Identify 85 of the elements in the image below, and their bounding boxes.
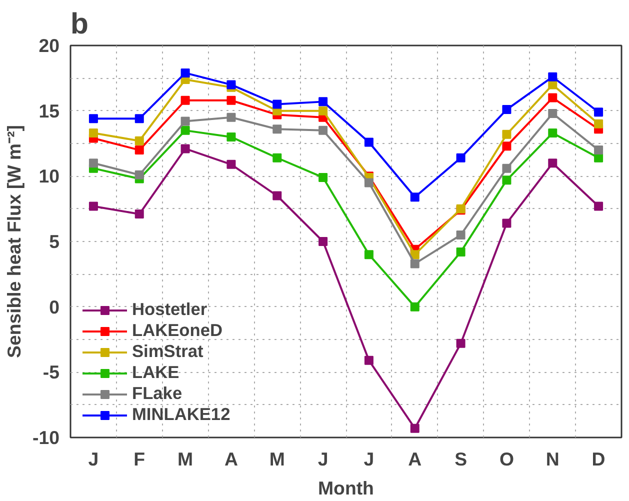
y-tick-label: 20 (38, 35, 60, 56)
point (364, 250, 374, 260)
point (548, 108, 558, 118)
point (318, 126, 328, 135)
point (364, 178, 374, 188)
point (548, 93, 558, 102)
point (548, 158, 558, 168)
chart-title: b (70, 8, 88, 40)
point (548, 72, 558, 82)
point (134, 136, 144, 146)
y-tick-label: 10 (38, 166, 60, 187)
point (456, 153, 466, 162)
point (502, 164, 512, 173)
y-tick-label: 5 (49, 231, 60, 252)
legend-label: SimStrat (132, 341, 204, 362)
x-tick-label: N (546, 448, 560, 470)
x-tick-label: J (364, 448, 374, 470)
x-tick-label: J (88, 448, 99, 470)
point (456, 247, 466, 256)
point (88, 114, 98, 124)
legend-label: LAKE (132, 362, 180, 383)
point (226, 160, 236, 169)
y-tick-label: -10 (32, 427, 60, 448)
point (502, 218, 512, 228)
point (548, 128, 558, 138)
point (410, 424, 420, 433)
point (502, 176, 512, 185)
y-tick-label: 15 (38, 100, 60, 122)
point (226, 132, 236, 142)
point (180, 68, 190, 78)
x-tick-label: O (499, 448, 514, 470)
point (318, 106, 328, 116)
x-tick-label: D (592, 448, 606, 470)
point (226, 96, 236, 105)
point (364, 356, 374, 365)
point (410, 302, 420, 312)
point (272, 124, 282, 134)
point (410, 250, 420, 260)
point (502, 130, 512, 139)
legend-label: LAKEoneD (132, 320, 222, 341)
x-tick-label: F (134, 448, 146, 470)
point (88, 128, 98, 138)
point (410, 192, 420, 202)
x-tick-label: M (269, 448, 285, 470)
x-tick-label: M (178, 448, 194, 470)
y-axis-title: Sensible heat Flux [W m⁻²] (4, 124, 25, 358)
point (410, 259, 420, 268)
y-tick-label: -5 (42, 362, 60, 383)
x-tick-label: S (454, 448, 468, 470)
point (226, 112, 236, 122)
point (88, 158, 98, 168)
point (134, 114, 144, 124)
point (318, 172, 328, 182)
point (594, 108, 604, 117)
point (134, 146, 144, 155)
point (594, 146, 604, 155)
x-tick-label: J (318, 448, 328, 470)
point (180, 126, 190, 135)
point (134, 170, 144, 180)
point (272, 153, 282, 162)
point (88, 202, 98, 211)
point (134, 210, 144, 219)
point (594, 153, 604, 162)
point (180, 96, 190, 105)
point (318, 97, 328, 106)
point (502, 105, 512, 114)
point (180, 116, 190, 126)
point (502, 142, 512, 151)
legend-label: FLake (132, 383, 182, 404)
point (364, 138, 374, 147)
x-axis-title: Month (318, 478, 374, 498)
point (318, 237, 328, 246)
point (594, 119, 604, 128)
point (456, 230, 466, 240)
x-tick-label: A (224, 448, 238, 470)
legend-label: Hostetler (132, 299, 208, 320)
point (226, 80, 236, 90)
y-tick-label: 0 (49, 296, 60, 318)
point (594, 202, 604, 211)
point (456, 338, 466, 348)
x-tick-label: A (408, 448, 422, 470)
point (272, 100, 282, 109)
point (272, 191, 282, 200)
legend-label: MINLAKE12 (132, 404, 230, 425)
point (180, 144, 190, 154)
